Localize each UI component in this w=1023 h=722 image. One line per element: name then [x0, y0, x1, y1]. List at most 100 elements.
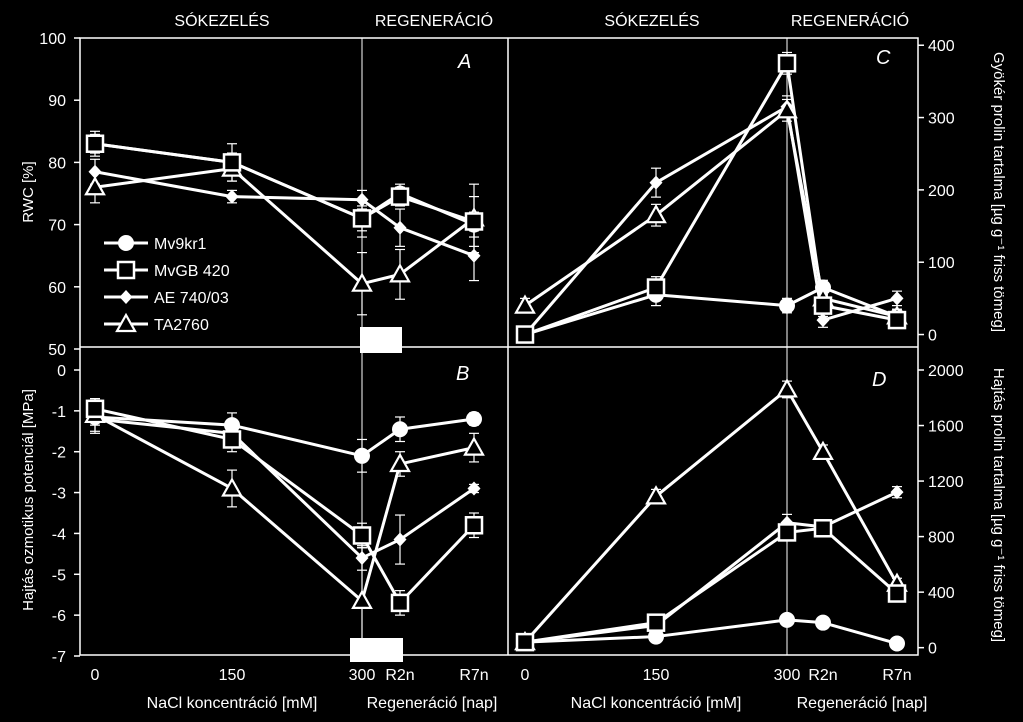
data-point — [816, 313, 830, 328]
data-point — [354, 447, 370, 464]
panel-label-d: D — [872, 369, 886, 391]
y-tick-label: 90 — [48, 93, 66, 110]
data-point — [514, 294, 536, 314]
xlabel-left-regen: Regeneráció [nap] — [367, 695, 498, 712]
data-point — [390, 187, 410, 206]
data-point — [467, 248, 481, 263]
ylabel-d: Hajtás prolin tartalma [µg g⁻¹ friss töm… — [990, 368, 1007, 642]
y-tick-label: -3 — [52, 486, 66, 503]
legend-entry: Mv9kr1 — [104, 235, 207, 253]
y-tick-label: -7 — [52, 649, 66, 666]
x-tick-label: R2n — [808, 667, 837, 684]
y-tick-label: 50 — [48, 342, 66, 359]
data-point — [813, 296, 833, 315]
xlabel-right-regen: Regeneráció [nap] — [797, 695, 928, 712]
x-tick-label: 150 — [643, 667, 670, 684]
frames — [79, 37, 919, 656]
legend-label: AE 740/03 — [154, 290, 229, 307]
tick-layer: 50 60 70 80 90 100 -7 -6 -5 -4 -3 -2 -1 0 0 150 300 R2n R7… — [39, 31, 963, 684]
data-point — [646, 278, 666, 297]
data-point — [351, 272, 373, 292]
data-point — [890, 291, 904, 306]
y-tick-label: 200 — [928, 183, 955, 200]
data-point — [890, 485, 904, 500]
xlabel-right-conc: NaCl koncentráció [mM] — [571, 695, 742, 712]
data-point — [779, 297, 795, 314]
data-point — [463, 436, 485, 456]
xlabel-left-conc: NaCl koncentráció [mM] — [147, 695, 318, 712]
data-point — [352, 209, 372, 228]
data-point — [776, 378, 798, 398]
data-point — [85, 134, 105, 153]
data-point — [466, 411, 482, 428]
legend-entry: TA2760 — [104, 312, 209, 334]
legend-label: TA2760 — [154, 317, 209, 334]
data-point — [887, 584, 907, 603]
y-tick-label: 1200 — [928, 474, 964, 491]
panel-label-c: C — [876, 47, 891, 69]
y-tick-label: -5 — [52, 567, 66, 584]
marker-bar-b — [350, 638, 403, 662]
data-point — [221, 477, 243, 497]
data-point — [812, 440, 834, 461]
data-point — [646, 613, 666, 632]
legend-marker — [116, 260, 136, 280]
x-tick-label: R2n — [385, 667, 414, 684]
ylabel-a: RWC [%] — [20, 161, 37, 222]
data-point — [389, 452, 411, 473]
data-point — [649, 175, 663, 190]
data-point — [776, 99, 798, 119]
legend-marker — [118, 235, 134, 251]
data-point — [393, 220, 407, 235]
legend-label: MvGB 420 — [154, 263, 230, 280]
data-point — [352, 526, 372, 545]
data-point — [515, 325, 535, 344]
y-tick-label: 100 — [928, 255, 955, 272]
x-tick-label: 0 — [521, 667, 530, 684]
legend-entry: MvGB 420 — [104, 260, 230, 280]
header-regen-right: REGENERÁCIÓ — [791, 11, 909, 30]
y-tick-label: 800 — [928, 530, 955, 547]
header-salt-right: SÓKEZELÉS — [604, 11, 699, 30]
data-point — [779, 611, 795, 628]
data-point — [889, 635, 905, 652]
y-tick-label: 1600 — [928, 419, 964, 436]
legend-entry: AE 740/03 — [104, 290, 229, 307]
data-point — [355, 192, 369, 207]
data-point — [85, 399, 105, 419]
data-point — [815, 614, 831, 631]
x-tick-label: R7n — [459, 667, 488, 684]
y-tick-label: 300 — [928, 111, 955, 128]
header-regen-left: REGENERÁCIÓ — [375, 11, 493, 30]
data-point — [84, 176, 106, 196]
data-point — [777, 54, 797, 73]
data-point — [225, 189, 239, 204]
y-tick-label: -4 — [52, 526, 66, 543]
y-tick-label: 400 — [928, 38, 955, 55]
y-tick-label: 80 — [48, 155, 66, 172]
y-tick-label: 2000 — [928, 363, 964, 380]
y-tick-label: 0 — [928, 641, 937, 658]
y-tick-label: 0 — [928, 328, 937, 345]
data-point — [222, 153, 242, 172]
ylabel-b: Hajtás ozmotikus potenciál [MPa] — [20, 389, 37, 611]
data-point — [813, 519, 833, 538]
y-tick-label: 70 — [48, 218, 66, 235]
y-tick-label: 100 — [39, 31, 66, 48]
y-tick-label: 0 — [57, 363, 66, 380]
legend-marker — [119, 290, 133, 304]
x-tick-label: 300 — [349, 667, 376, 684]
panel-label-a: A — [457, 51, 471, 73]
data-point — [351, 589, 373, 609]
panel-label-b: B — [456, 363, 469, 385]
legend-marker — [115, 312, 137, 333]
legend-label: Mv9kr1 — [154, 236, 207, 253]
header-salt-left: SÓKEZELÉS — [174, 11, 269, 30]
data-point — [464, 212, 484, 231]
data-point — [222, 430, 242, 449]
data-point — [392, 421, 408, 438]
y-tick-label: -6 — [52, 608, 66, 625]
y-tick-label: 400 — [928, 585, 955, 602]
marker-bar-a — [360, 327, 402, 353]
